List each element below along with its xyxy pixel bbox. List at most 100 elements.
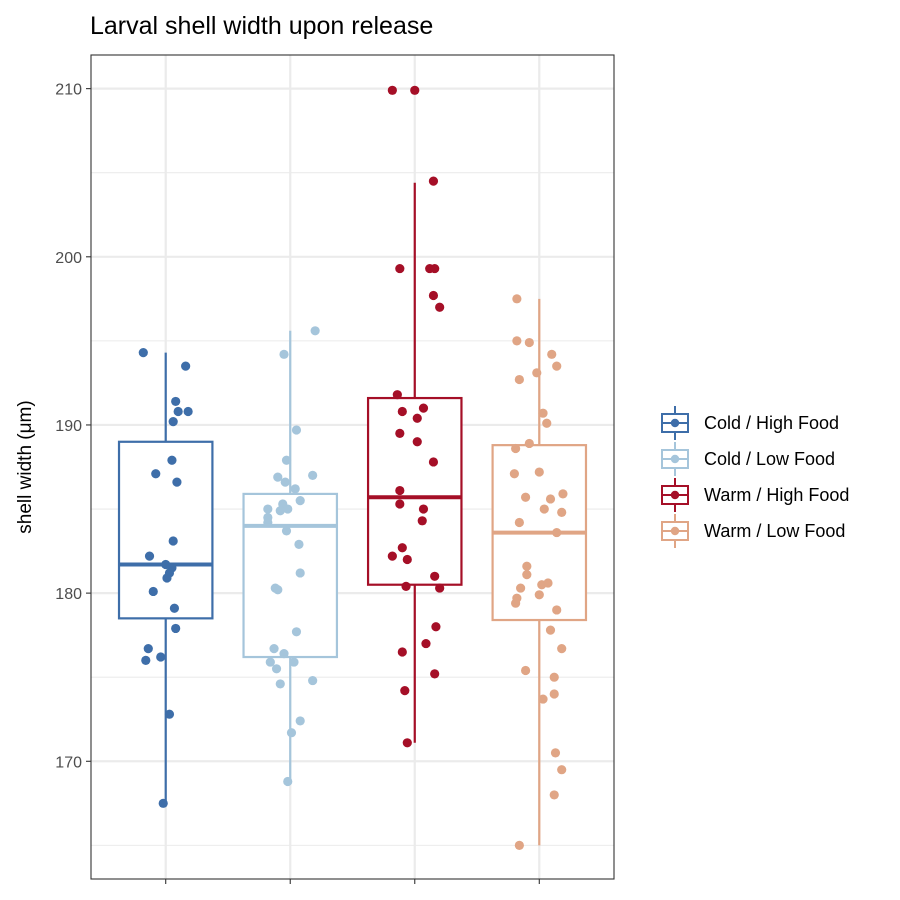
box (366, 396, 463, 586)
data-point (269, 644, 279, 654)
data-point (549, 672, 559, 682)
data-point (428, 176, 439, 186)
data-point (402, 554, 412, 565)
data-point (162, 573, 172, 583)
legend-key-point (670, 490, 680, 500)
data-point (387, 85, 397, 95)
data-point (168, 416, 178, 427)
data-point (549, 790, 559, 800)
data-point (552, 527, 562, 538)
data-point (557, 644, 567, 654)
series-3 (366, 85, 463, 748)
data-point (547, 349, 557, 359)
data-point (138, 348, 148, 358)
data-point (156, 652, 166, 662)
data-point (275, 679, 285, 689)
data-point (402, 738, 412, 748)
data-point (183, 406, 193, 417)
data-point (308, 675, 318, 686)
legend-label: Cold / Low Food (704, 449, 835, 469)
legend-label: Cold / High Food (704, 413, 839, 433)
legend-item-4: Warm / Low Food (661, 514, 845, 548)
data-point (172, 477, 182, 487)
data-point (310, 326, 320, 336)
data-point (387, 551, 397, 561)
data-point (286, 728, 297, 738)
data-point (169, 603, 180, 613)
data-point (265, 657, 275, 667)
legend-item-2: Cold / Low Food (661, 442, 835, 476)
y-tick-label: 170 (55, 754, 82, 771)
data-point (280, 477, 290, 487)
data-point (428, 290, 439, 301)
y-tick-label: 180 (55, 586, 82, 603)
data-point (552, 605, 562, 615)
data-point (171, 396, 181, 407)
data-point (511, 598, 521, 608)
chart-title: Larval shell width upon release (90, 12, 433, 40)
data-point (397, 406, 407, 417)
data-point (395, 485, 405, 496)
data-point (524, 337, 534, 348)
data-point (431, 622, 441, 632)
data-point (428, 457, 439, 467)
data-point (557, 507, 567, 518)
data-point (520, 665, 531, 676)
y-axis: 170 180 190 200 210 (55, 82, 540, 884)
data-point (512, 294, 522, 304)
data-point (418, 403, 429, 413)
data-point (295, 496, 305, 506)
data-point (417, 516, 427, 526)
data-point (397, 647, 407, 657)
data-point (552, 361, 562, 371)
data-point (395, 499, 405, 509)
data-point (283, 776, 293, 787)
y-axis-label: shell width (μm) (15, 400, 36, 533)
data-point (271, 664, 282, 674)
data-point (558, 489, 568, 499)
data-point (289, 657, 299, 667)
legend-label: Warm / High Food (704, 485, 849, 505)
data-point (308, 470, 318, 481)
legend: Cold / High Food Cold / Low Food Warm / Hi… (661, 406, 849, 548)
legend-key-point (670, 526, 680, 536)
data-point (181, 361, 191, 371)
data-point (545, 494, 556, 504)
data-point (395, 263, 405, 274)
data-point (171, 623, 181, 634)
series-4 (491, 294, 588, 850)
y-tick-label: 190 (55, 418, 82, 435)
series-1 (117, 348, 214, 808)
data-point (522, 570, 532, 580)
data-point (514, 374, 524, 385)
data-point (273, 472, 283, 482)
data-point (158, 798, 168, 808)
data-point (538, 408, 548, 418)
data-point (516, 583, 526, 593)
data-point (410, 85, 420, 95)
y-tick-label: 200 (55, 250, 82, 267)
data-point (430, 571, 440, 581)
data-point (511, 443, 521, 454)
legend-key-point (670, 454, 680, 464)
box (242, 492, 339, 659)
data-point (151, 469, 161, 479)
data-point (522, 561, 532, 571)
data-point (430, 263, 440, 274)
data-point (291, 627, 302, 637)
data-point (534, 590, 544, 600)
data-point (295, 568, 305, 578)
data-point (263, 504, 273, 514)
data-point (538, 694, 548, 704)
data-point (520, 492, 531, 502)
data-point (545, 625, 556, 635)
legend-item-3: Warm / High Food (661, 478, 849, 512)
data-point (275, 506, 285, 516)
data-point (421, 638, 431, 649)
data-point (412, 413, 422, 423)
data-point (557, 765, 567, 775)
data-point (173, 406, 183, 417)
data-point (295, 716, 305, 726)
data-point (395, 428, 405, 438)
data-point (412, 437, 422, 447)
